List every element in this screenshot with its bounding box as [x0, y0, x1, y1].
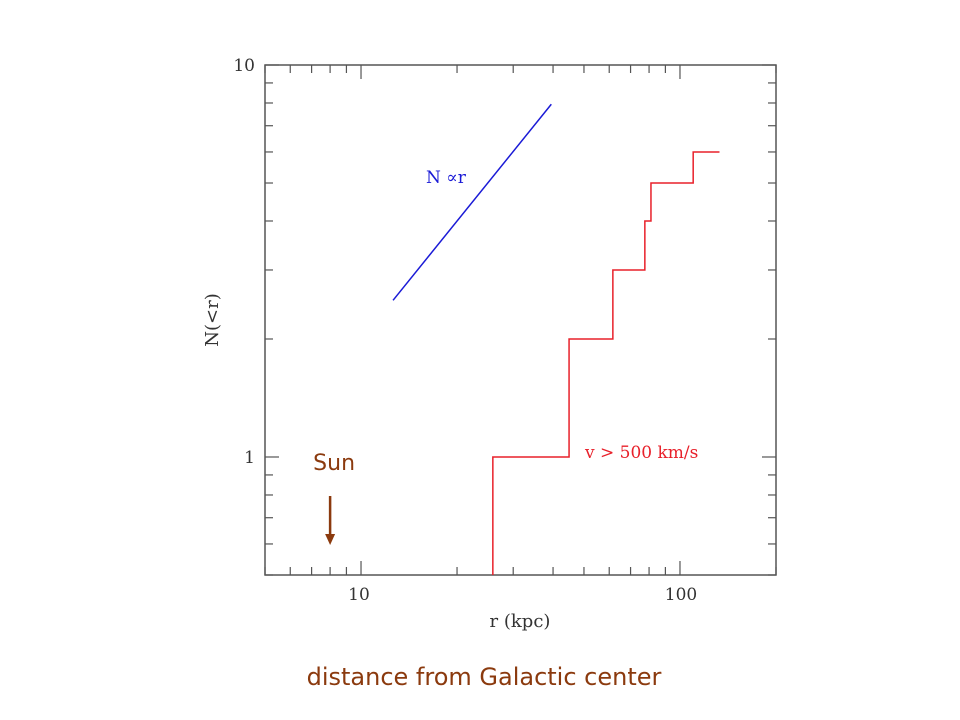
plot-frame — [264, 64, 777, 576]
series-line-n-prop-r — [392, 103, 552, 301]
series-label-n-prop-r: N ∝r — [426, 168, 467, 188]
y-tick-label-10: 10 — [233, 56, 255, 76]
y-axis-title: N(<r) — [202, 293, 223, 346]
sun-arrow-icon — [325, 496, 336, 545]
caption: distance from Galactic center — [307, 663, 662, 691]
series-step-v500 — [492, 151, 720, 575]
x-tick-label-10: 10 — [348, 585, 370, 605]
y-tick-label-1: 1 — [244, 448, 255, 468]
x-axis-title: r (kpc) — [490, 611, 551, 632]
x-tick-label-100: 100 — [665, 585, 697, 605]
series-label-v500: v > 500 km/s — [584, 443, 698, 463]
sun-label: Sun — [313, 451, 355, 476]
